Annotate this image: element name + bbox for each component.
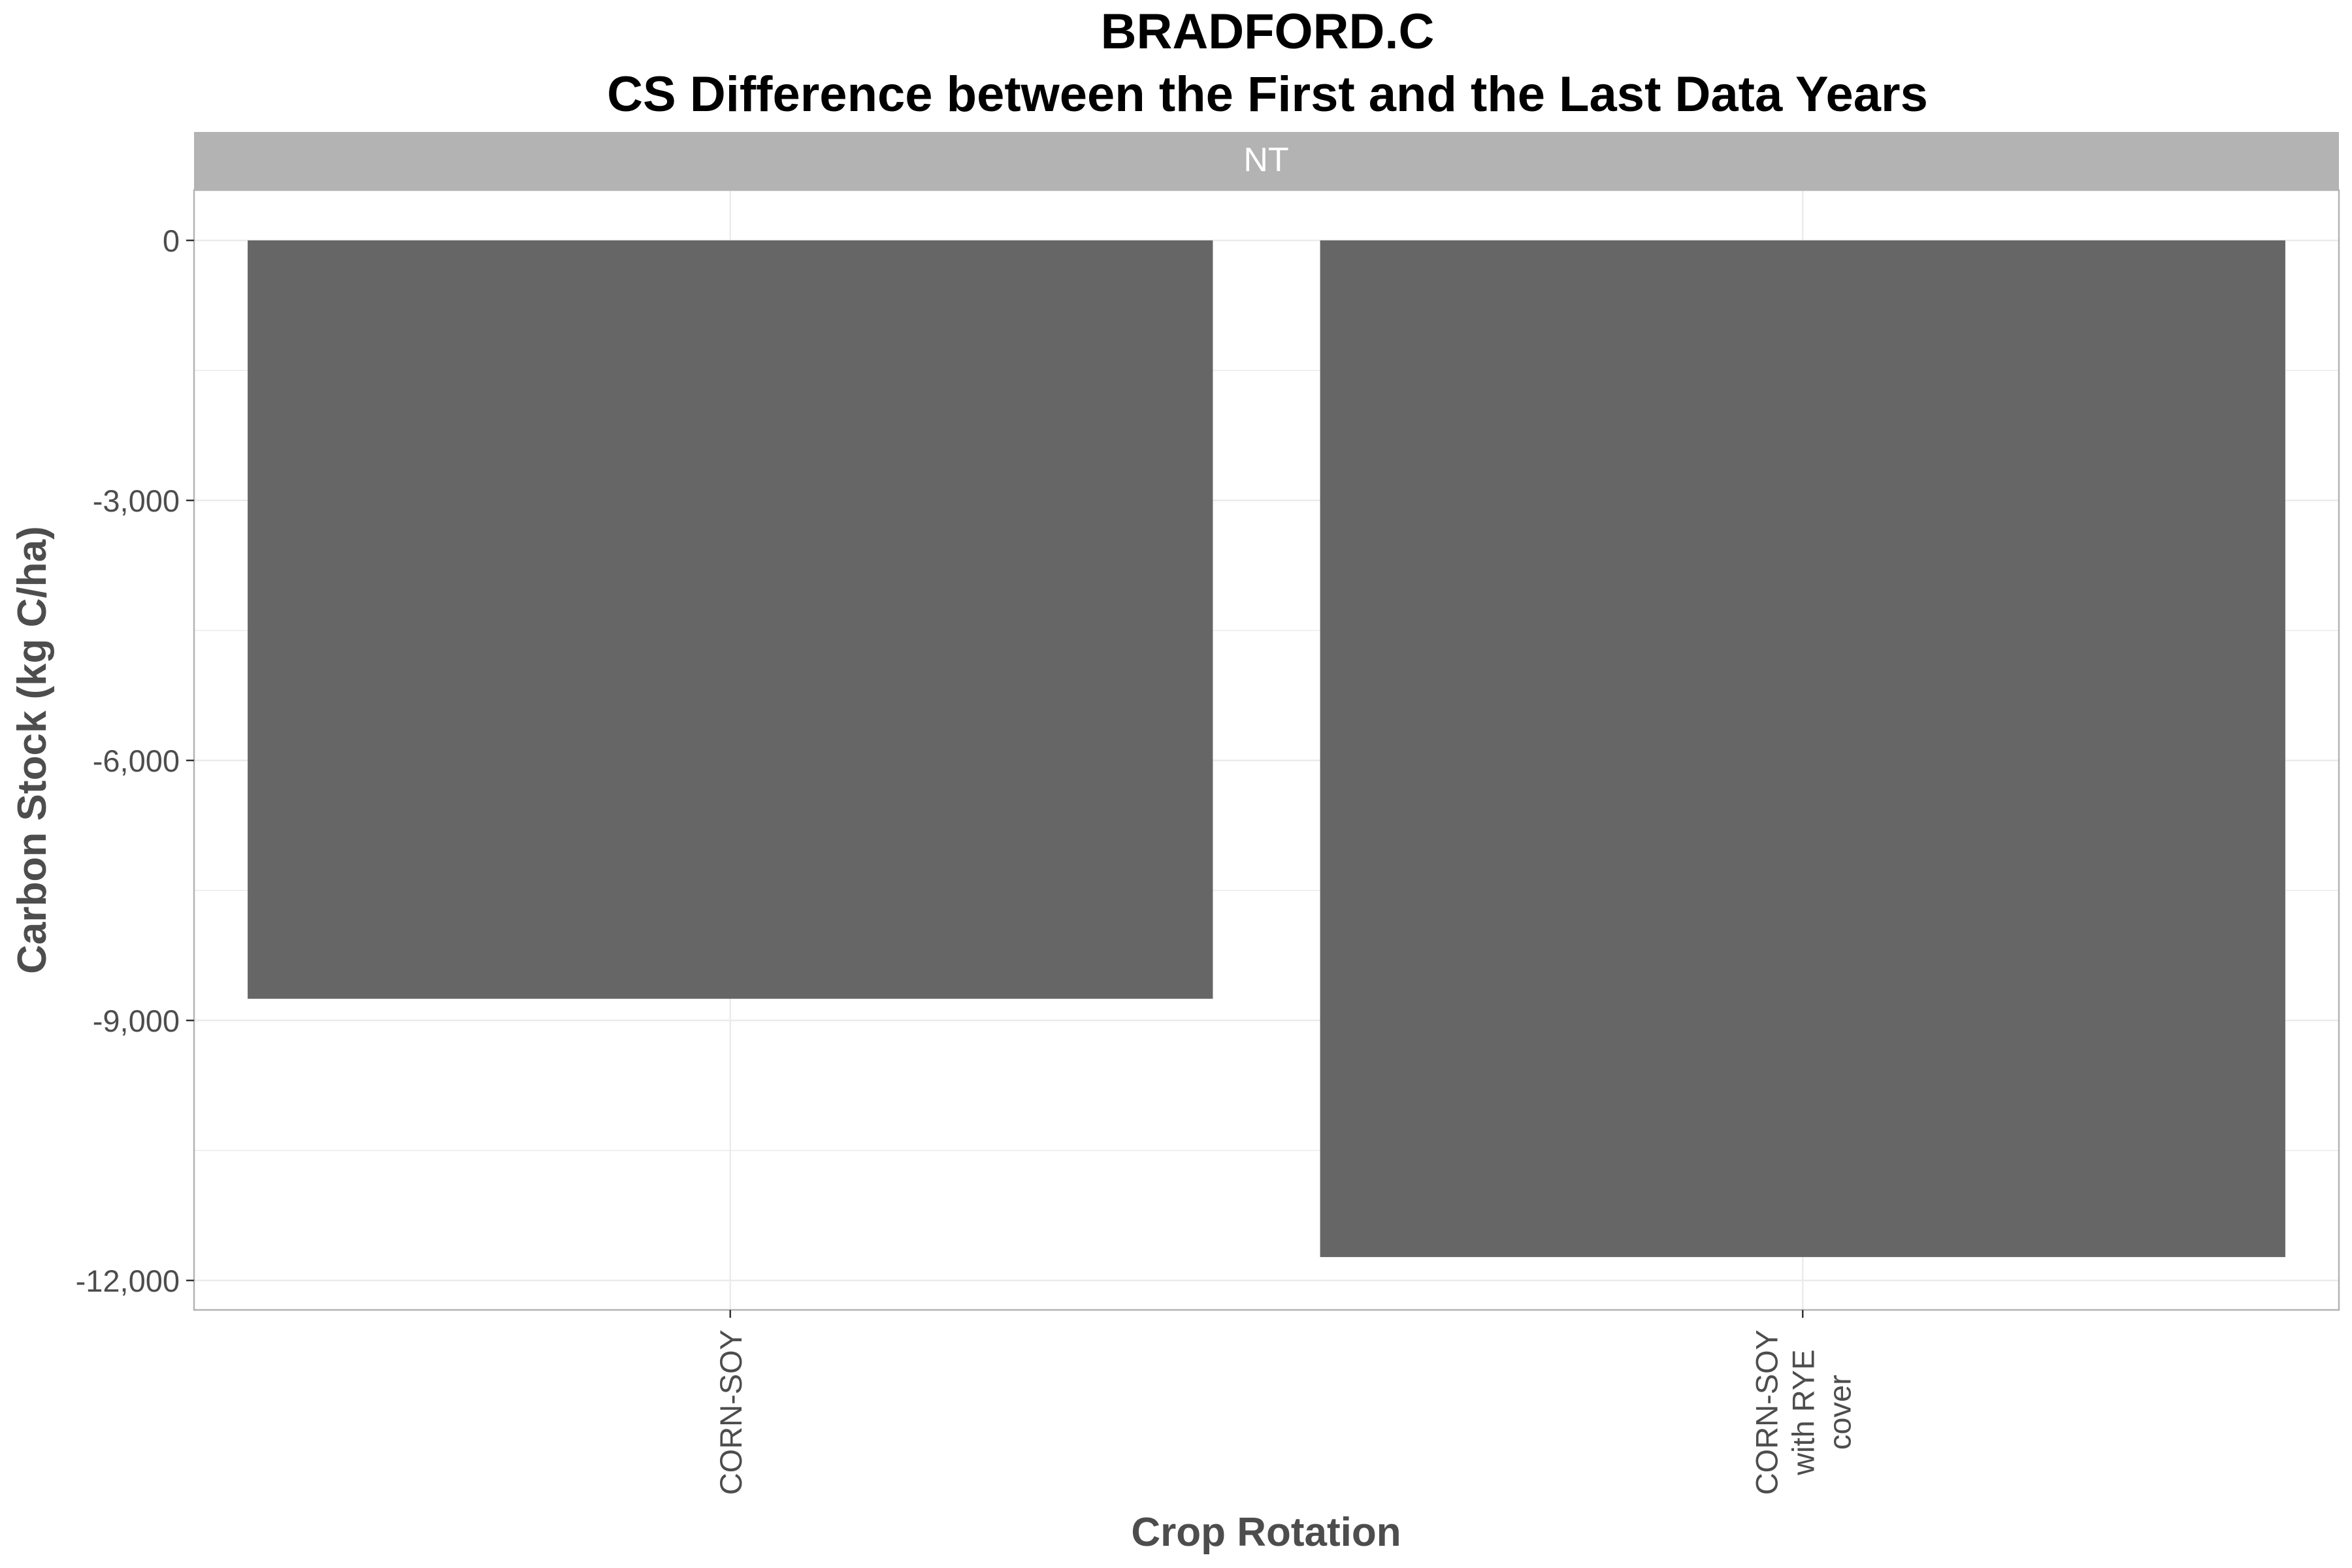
x-axis-ticks: CORN-SOY CORN-SOY with RYE cover (713, 1310, 1857, 1495)
y-tick-label: -6,000 (93, 743, 180, 778)
x-axis-title: Crop Rotation (1131, 1510, 1401, 1555)
y-tick-label: 0 (163, 223, 180, 258)
x-tick-label-line: CORN-SOY (1749, 1330, 1784, 1495)
bar (1320, 240, 2285, 1258)
chart-subtitle: CS Difference between the First and the … (607, 67, 1928, 122)
x-tick-label: CORN-SOY with RYE cover (1749, 1330, 1857, 1495)
facet-strip (194, 132, 2339, 190)
y-axis-ticks: 0 -3,000 -6,000 -9,000 -12,000 (76, 223, 194, 1298)
chart-title: BRADFORD.C (1101, 4, 1435, 59)
y-axis-title: Carbon Stock (kg C/ha) (10, 526, 55, 974)
x-tick-label-line: with RYE (1786, 1349, 1820, 1475)
y-tick-label: -3,000 (93, 483, 180, 518)
y-tick-label: -9,000 (93, 1004, 180, 1038)
x-tick-label-line: CORN-SOY (713, 1330, 748, 1495)
panel-border (193, 189, 2340, 1311)
bar (248, 240, 1213, 999)
y-tick-label: -12,000 (76, 1264, 180, 1298)
bars (248, 240, 2285, 1258)
x-tick-label: CORN-SOY (713, 1330, 748, 1495)
facet-label: NT (1243, 141, 1288, 179)
x-tick-label-line: cover (1822, 1375, 1857, 1450)
